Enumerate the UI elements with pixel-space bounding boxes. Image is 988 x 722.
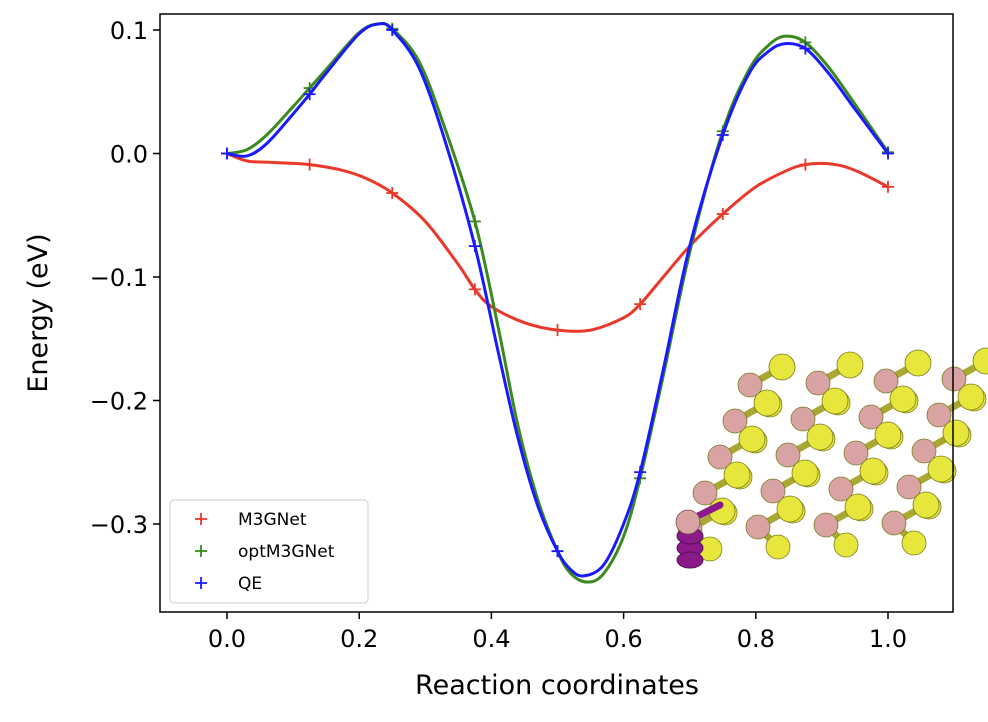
- series-line: [226, 152, 889, 333]
- data-point-marker: [303, 158, 316, 171]
- series-layer: [221, 21, 894, 584]
- x-tick-label: 0.2: [340, 625, 378, 653]
- y-tick-label: 0.0: [110, 141, 148, 169]
- y-tick-label: −0.2: [90, 388, 148, 416]
- data-point-marker: [303, 88, 316, 101]
- x-tick-label: 0.0: [208, 625, 246, 653]
- series-line: [226, 22, 890, 578]
- y-axis: 0.1 0.0 −0.1 −0.2 −0.3: [90, 17, 160, 539]
- data-point-marker: [799, 158, 812, 171]
- data-point-marker: [634, 298, 647, 311]
- legend-label: QE: [238, 574, 262, 594]
- legend-box: [169, 499, 369, 604]
- plot-frame: [159, 13, 954, 613]
- data-point-marker: [882, 180, 894, 193]
- x-axis-label: Reaction coordinates: [415, 670, 699, 701]
- data-point-marker: [468, 215, 481, 228]
- data-point-marker: [386, 24, 399, 36]
- data-point-marker: [386, 187, 399, 200]
- legend: M3GNet optM3GNet QE: [169, 499, 369, 604]
- x-tick-label: 1.0: [869, 625, 907, 653]
- legend-entry: M3GNet: [195, 510, 307, 530]
- data-point-marker: [799, 42, 812, 55]
- data-point-marker: [882, 147, 894, 160]
- series-m3gnet: [221, 147, 894, 337]
- x-tick-label: 0.8: [737, 625, 775, 653]
- data-point-marker: [634, 466, 647, 479]
- y-axis-label: Energy (eV): [23, 233, 54, 392]
- data-point-marker: [468, 283, 481, 296]
- data-point-marker: [221, 147, 233, 160]
- legend-entry: QE: [195, 574, 262, 594]
- x-tick-label: 0.6: [605, 625, 643, 653]
- data-point-marker: [551, 324, 564, 337]
- legend-entry: optM3GNet: [195, 542, 335, 562]
- series-qe: [221, 22, 894, 578]
- y-tick-label: 0.1: [110, 17, 148, 45]
- data-point-marker: [716, 128, 729, 141]
- data-point-marker: [551, 545, 564, 558]
- data-point-marker: [716, 208, 729, 221]
- y-tick-label: −0.1: [90, 264, 148, 292]
- molecule-inset: [675, 347, 988, 569]
- data-point-marker: [468, 240, 481, 253]
- x-tick-label: 0.4: [472, 625, 510, 653]
- legend-label: M3GNet: [238, 510, 307, 530]
- legend-label: optM3GNet: [238, 542, 335, 562]
- y-tick-label: −0.3: [90, 511, 148, 539]
- x-axis: 0.0 0.2 0.4 0.6 0.8 1.0: [208, 612, 907, 653]
